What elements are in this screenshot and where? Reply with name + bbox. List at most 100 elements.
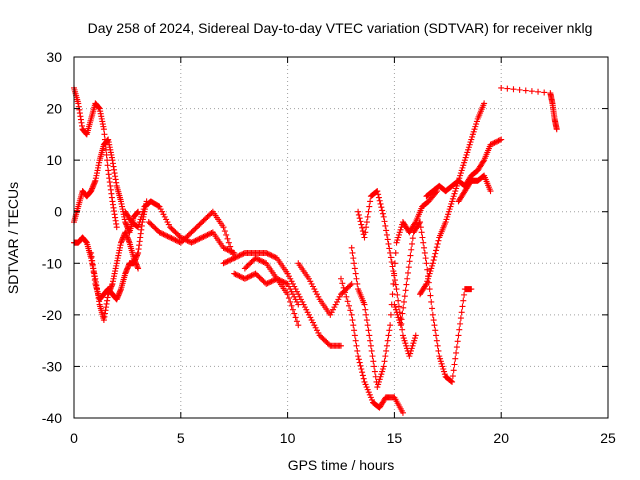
data-point [236,252,243,259]
data-point [426,270,433,277]
data-point [241,265,248,272]
data-point [462,154,469,161]
data-point [424,266,431,273]
series-track-r [455,172,494,205]
data-point [225,257,232,264]
data-point [385,332,392,339]
data-point [338,291,344,298]
data-point [379,210,386,217]
y-tick-label: 0 [54,204,62,220]
data-point [354,280,361,287]
data-point [388,258,395,265]
data-point [187,230,194,237]
data-point [195,222,202,229]
data-point [291,310,298,317]
data-point [288,288,295,295]
data-point [104,157,111,164]
data-point [425,275,432,282]
data-point [447,203,454,210]
data-point [351,332,358,339]
data-point [329,306,336,313]
series-track-q [423,136,505,200]
data-point [348,280,355,287]
data-point [359,224,366,231]
data-point [321,337,328,344]
data-point [495,137,502,144]
data-point [406,258,413,265]
y-tick-label: 30 [46,49,62,65]
data-point [427,268,434,275]
data-point [445,211,452,218]
data-point [263,280,270,287]
data-point [366,391,373,398]
data-point [367,394,374,401]
data-point [362,229,369,236]
data-point [350,255,357,262]
data-point [224,258,231,265]
x-tick-label: 5 [177,430,185,446]
data-point [392,249,399,256]
data-point [420,239,427,246]
data-point [468,136,475,143]
data-point [289,280,296,287]
tick-labels: 0 5 10 15 20 25 -40 -30 -20 -10 0 10 20 30 [42,49,616,446]
data-point [223,246,230,253]
data-point [253,255,260,262]
data-point [344,298,351,305]
data-point [407,350,414,357]
data-point [235,253,242,260]
data-point [528,88,535,95]
data-point [358,221,365,228]
x-tick-label: 0 [70,430,78,446]
data-point [308,317,315,324]
data-point [446,206,453,213]
data-point [221,228,228,235]
data-point [378,371,385,378]
data-point [205,231,212,238]
data-point [311,286,318,293]
data-point [376,376,383,383]
data-point [433,244,440,251]
data-point [456,326,463,333]
data-point [367,337,374,344]
data-point [240,250,247,257]
data-point [343,293,350,300]
data-point [319,335,326,342]
series-track-h [220,249,291,277]
data-point [473,121,480,128]
data-point [339,289,346,296]
data-point [491,139,498,146]
data-point [408,246,415,253]
data-point [365,389,372,396]
data-point [490,140,497,147]
data-point [433,337,440,344]
data-point [422,255,429,262]
data-point [167,224,174,231]
grid [74,57,608,418]
data-point [403,281,410,288]
data-point [430,317,437,324]
data-point [407,252,414,259]
data-point [466,141,473,148]
data-point [183,234,190,241]
data-point [457,172,464,179]
y-tick-label: 20 [46,101,62,117]
data-point [434,240,441,247]
data-point [461,157,468,164]
data-point [377,200,384,207]
data-point [535,88,542,95]
data-point [471,126,478,133]
data-point [385,240,392,247]
data-point [233,271,240,278]
data-point [231,255,238,262]
axis-ticks [73,56,609,419]
data-point [135,265,142,272]
data-point [113,224,120,231]
data-point [292,314,299,321]
data-point [356,215,363,222]
data-point [287,275,294,282]
data-point [265,251,272,258]
data-point [233,253,240,260]
data-point [263,249,270,256]
data-point [138,213,145,220]
